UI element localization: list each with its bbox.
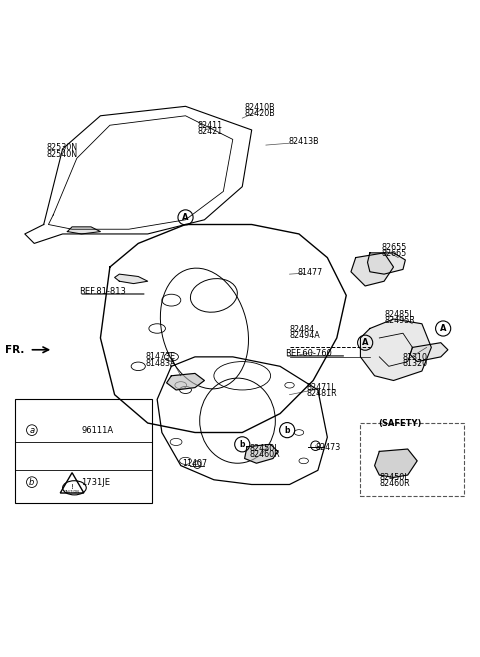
Text: A: A [440, 324, 446, 333]
Text: 82494A: 82494A [289, 331, 320, 340]
Text: 82471L: 82471L [306, 383, 336, 392]
Text: 81483A: 81483A [145, 359, 176, 367]
FancyBboxPatch shape [15, 399, 153, 503]
Text: 96111A: 96111A [82, 426, 114, 435]
Text: 82655: 82655 [382, 242, 407, 252]
Polygon shape [410, 343, 448, 361]
Text: REF.60-760: REF.60-760 [285, 349, 332, 358]
Text: 82450L: 82450L [379, 473, 409, 482]
Text: REF.81-813: REF.81-813 [79, 287, 126, 296]
Text: CAUTION: CAUTION [64, 489, 80, 493]
Polygon shape [245, 444, 278, 463]
Text: !: ! [71, 484, 73, 490]
Text: b: b [240, 440, 245, 449]
Text: 82411: 82411 [197, 121, 222, 129]
Polygon shape [67, 227, 100, 234]
Text: 82410B: 82410B [245, 102, 275, 112]
Text: b: b [285, 426, 290, 435]
Text: 82420B: 82420B [245, 109, 276, 118]
Polygon shape [360, 319, 432, 380]
Text: 82665: 82665 [382, 249, 407, 258]
Text: 82485L: 82485L [384, 310, 414, 319]
Text: 11407: 11407 [182, 459, 207, 468]
Text: 82421: 82421 [197, 127, 223, 136]
Polygon shape [167, 373, 204, 390]
Text: 82530N: 82530N [46, 143, 77, 152]
Text: 82481R: 82481R [306, 389, 336, 398]
Text: 81310: 81310 [403, 353, 428, 362]
Text: A: A [362, 338, 369, 347]
Text: 82473: 82473 [315, 443, 341, 452]
Text: (SAFETY): (SAFETY) [378, 419, 421, 428]
Polygon shape [374, 449, 417, 478]
Text: 82460R: 82460R [379, 479, 410, 488]
Text: 82540N: 82540N [46, 150, 77, 158]
Polygon shape [351, 253, 394, 286]
Text: 82450L: 82450L [249, 443, 279, 453]
Text: 82484: 82484 [289, 325, 315, 334]
Text: A: A [182, 213, 189, 222]
Text: 1731JE: 1731JE [82, 478, 110, 487]
Text: 81473E: 81473E [145, 352, 176, 361]
Text: 82460R: 82460R [249, 450, 280, 459]
Text: FR.: FR. [5, 345, 25, 355]
Polygon shape [368, 253, 405, 274]
Polygon shape [115, 274, 148, 284]
Text: a: a [29, 426, 35, 435]
Text: 82413B: 82413B [288, 137, 319, 147]
Text: 81477: 81477 [298, 268, 323, 277]
Text: 81320: 81320 [403, 359, 428, 369]
Text: 82495R: 82495R [384, 316, 415, 325]
Text: b: b [29, 478, 35, 487]
